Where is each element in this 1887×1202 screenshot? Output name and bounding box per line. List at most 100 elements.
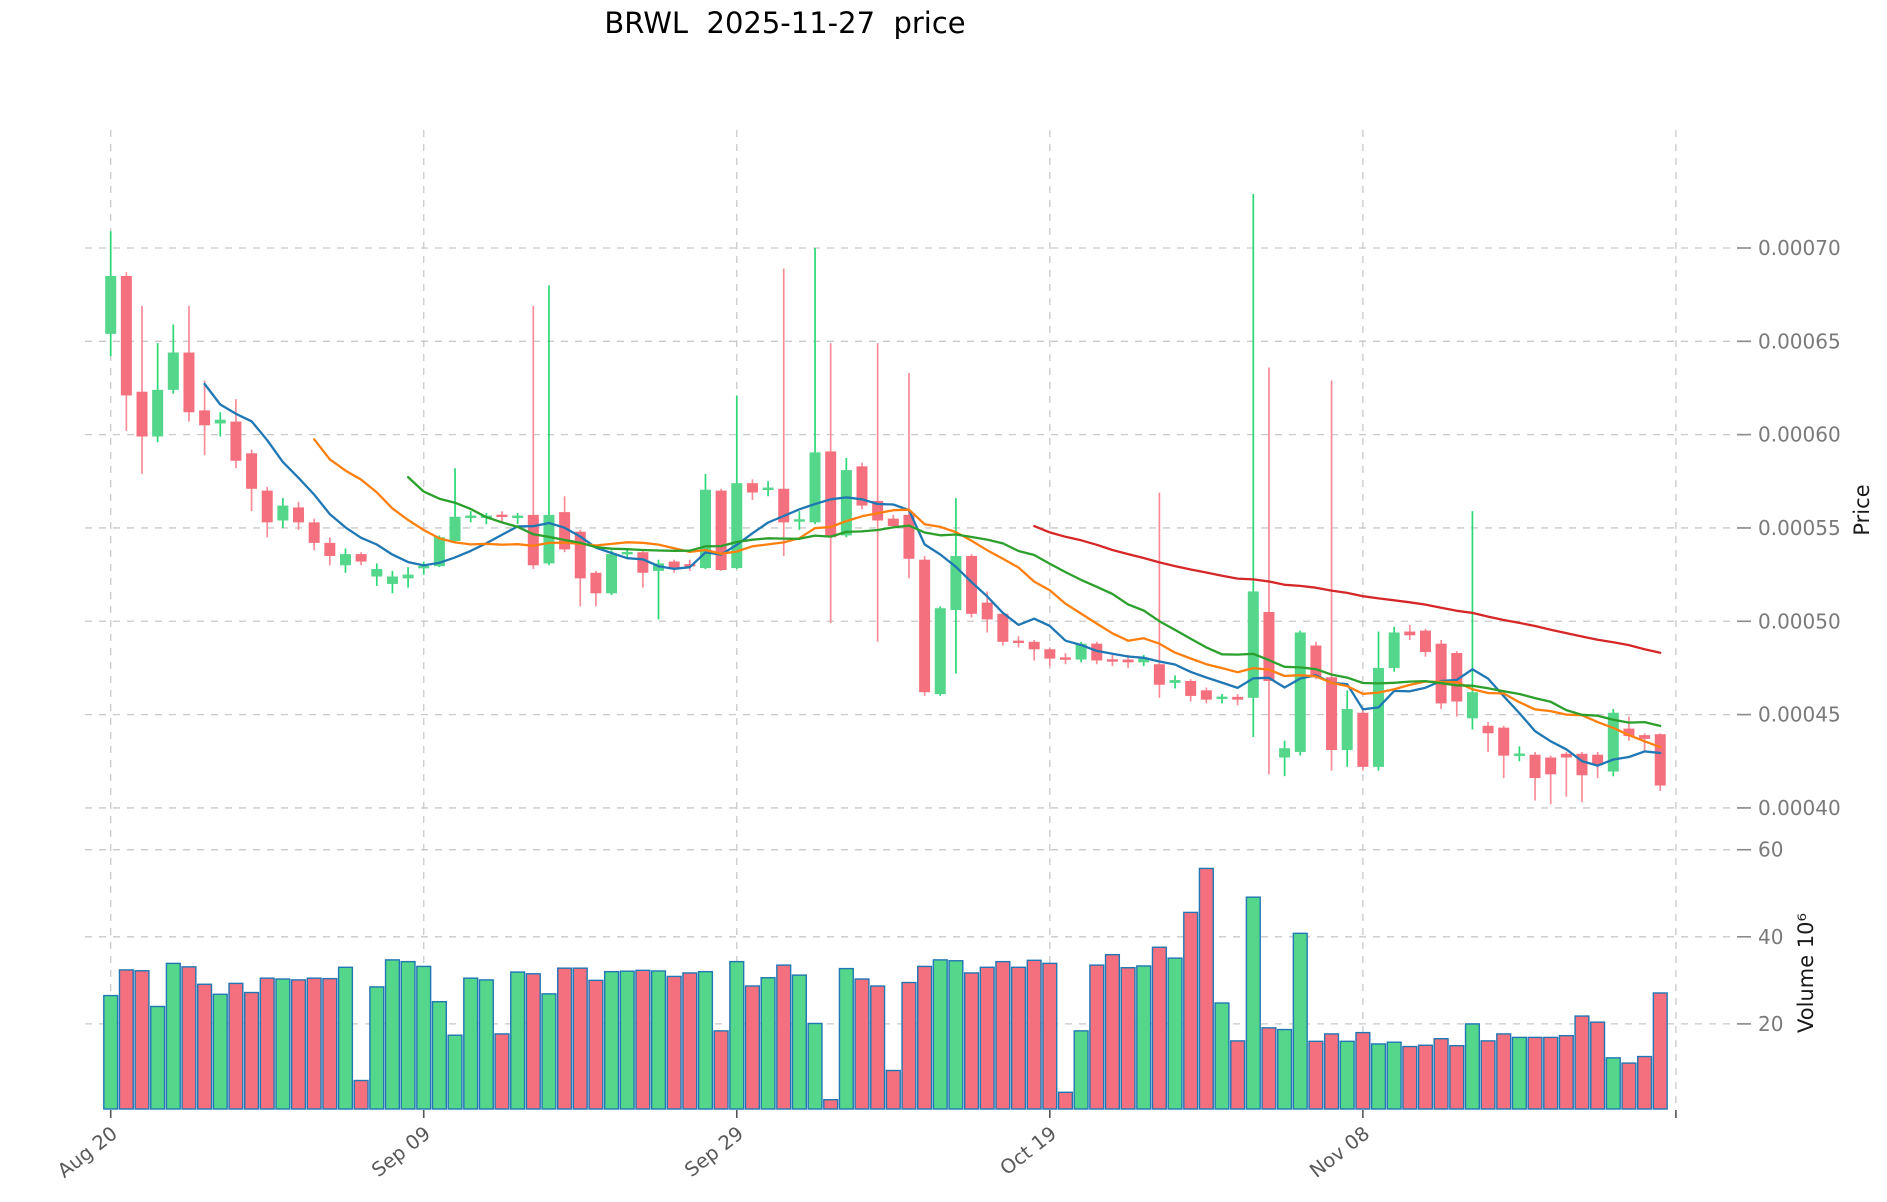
volume-bar — [603, 970, 620, 1110]
volume-bar — [1245, 896, 1261, 1110]
volume-bar — [1621, 1062, 1637, 1110]
volume-bar — [1010, 966, 1027, 1110]
volume-bar — [713, 1030, 729, 1110]
candle-body-down — [559, 512, 571, 550]
candle-body-up — [606, 554, 618, 594]
candle-body-down — [496, 514, 508, 518]
volume-tick-label: 40 — [1758, 925, 1783, 949]
volume-tick-label: 60 — [1758, 838, 1783, 862]
candle-body-down — [1592, 754, 1604, 765]
candle-body-down — [355, 554, 367, 562]
candle-body-up — [1075, 643, 1087, 660]
candle-body-up — [809, 452, 821, 523]
volume-bar — [729, 960, 745, 1110]
candle-body-down — [574, 531, 586, 579]
volume-bar — [150, 1005, 166, 1110]
volume-bar — [463, 977, 479, 1110]
volume-bar — [337, 966, 354, 1110]
volume-bar — [1104, 953, 1121, 1110]
volume-bar — [478, 979, 494, 1110]
candle-body-down — [825, 451, 837, 538]
candle-body-up — [1294, 632, 1306, 752]
volume-bar — [525, 973, 541, 1110]
volume-bar — [353, 1079, 369, 1110]
candle-body-up — [1216, 696, 1228, 700]
candle-body-up — [105, 275, 117, 334]
candle-body-down — [1122, 659, 1134, 663]
candle-body-down — [1639, 735, 1651, 739]
volume-bar — [1073, 1030, 1089, 1110]
volume-bar — [1386, 1041, 1402, 1110]
candle-body-down — [261, 490, 273, 523]
candle-body-up — [1388, 632, 1400, 668]
candle-body-up — [699, 489, 711, 569]
volume-tick-label: 20 — [1758, 1012, 1783, 1036]
candle-body-down — [293, 507, 305, 523]
volume-bar — [134, 970, 150, 1110]
candle-body-up — [418, 565, 430, 569]
price-tick-label: 0.00045 — [1758, 703, 1841, 727]
volume-bar — [118, 969, 134, 1110]
volume-bar — [228, 982, 244, 1110]
volume-bar — [243, 991, 260, 1110]
candle-body-up — [543, 514, 555, 564]
volume-bar — [776, 964, 792, 1110]
volume-bar — [1355, 1031, 1371, 1110]
candle-body-down — [1404, 631, 1416, 636]
candle-body-down — [527, 514, 539, 566]
candle-body-down — [1498, 727, 1510, 756]
volume-bar — [447, 1034, 463, 1110]
volume-bar — [760, 977, 776, 1110]
volume-bar — [650, 970, 667, 1110]
candle-body-down — [668, 561, 680, 569]
volume-bar — [510, 971, 526, 1110]
volume-bar — [588, 979, 604, 1110]
volume-bar — [197, 983, 213, 1110]
candle-body-down — [637, 552, 649, 573]
volume-bar — [431, 1000, 447, 1110]
x-tick-label: Oct 19 — [996, 1122, 1061, 1180]
candle-body-down — [919, 559, 931, 693]
volume-bar — [1151, 946, 1167, 1110]
moving-average-line-slow — [1033, 524, 1662, 654]
candle-body-down — [230, 421, 242, 461]
candle-body-down — [1326, 677, 1338, 751]
candle-body-up — [762, 487, 774, 490]
candle-body-up — [1279, 748, 1291, 758]
candle-body-up — [167, 352, 179, 390]
candle-body-up — [386, 576, 398, 584]
volume-bar — [306, 977, 322, 1110]
volume-bar — [1198, 867, 1214, 1110]
candle-body-down — [1545, 757, 1557, 775]
price-tick-label: 0.00055 — [1758, 516, 1841, 540]
candle-body-up — [339, 554, 351, 566]
x-tick-label: Sep 29 — [680, 1122, 748, 1182]
candle-body-up — [731, 483, 743, 569]
candle-body-down — [1435, 643, 1447, 704]
candle-body-down — [981, 602, 993, 620]
candle-body-up — [1341, 709, 1353, 751]
candle-body-down — [1654, 734, 1666, 786]
volume-bar — [1214, 1002, 1230, 1110]
volume-bar — [1308, 1040, 1324, 1110]
volume-bar — [1527, 1036, 1543, 1110]
volume-bar — [1136, 965, 1152, 1110]
volume-bar — [1230, 1040, 1246, 1110]
candle-body-up — [1466, 692, 1478, 719]
volume-bar — [619, 970, 635, 1110]
candle-body-up — [934, 608, 946, 695]
candle-body-down — [887, 518, 899, 527]
volume-bar — [807, 1022, 823, 1110]
candle-body-down — [1059, 657, 1071, 660]
volume-bar — [1339, 1040, 1355, 1110]
candle-body-down — [183, 352, 195, 413]
candle-body-down — [778, 488, 790, 523]
volume-bar — [697, 970, 714, 1110]
candle-body-up — [1607, 712, 1619, 772]
candle-body-down — [872, 500, 884, 521]
price-tick-label: 0.00050 — [1758, 609, 1841, 633]
candle-body-down — [1529, 754, 1541, 779]
candle-body-down — [308, 522, 320, 543]
candle-body-up — [449, 516, 461, 542]
